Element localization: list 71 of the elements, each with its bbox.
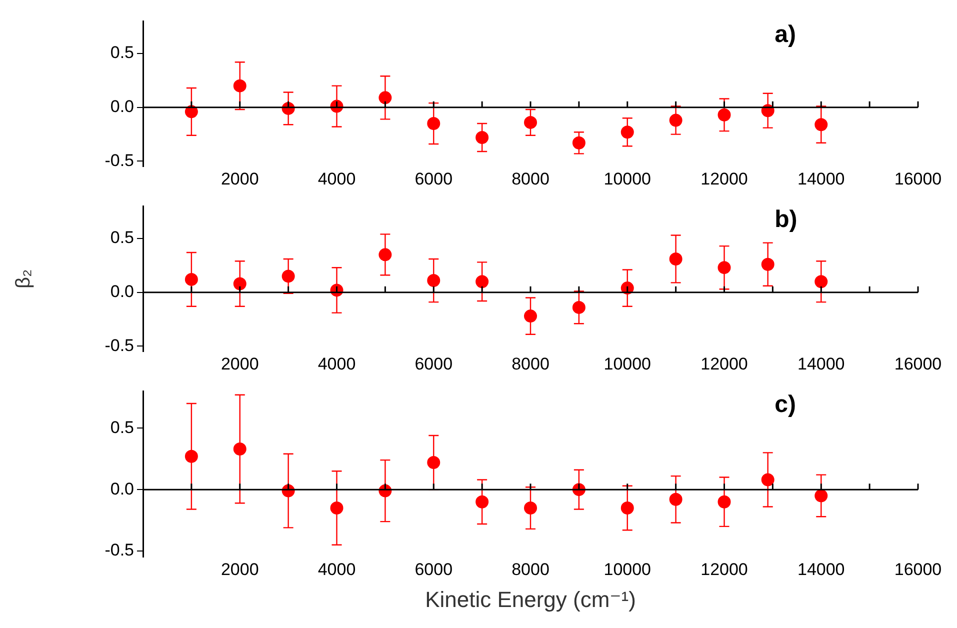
x-tick-label: 10000 bbox=[604, 354, 652, 374]
x-tick-label: 2000 bbox=[220, 354, 259, 374]
x-tick-label: 14000 bbox=[797, 169, 845, 188]
x-tick-label: 10000 bbox=[604, 169, 652, 188]
x-tick-label: 6000 bbox=[414, 169, 453, 188]
point bbox=[427, 117, 440, 130]
x-tick-label: 6000 bbox=[414, 354, 453, 374]
point bbox=[669, 114, 682, 127]
chart-title: a) bbox=[774, 20, 796, 48]
x-tick-label: 10000 bbox=[604, 560, 652, 580]
point bbox=[718, 108, 731, 122]
y-tick-label: -0.5 bbox=[104, 150, 134, 170]
point bbox=[524, 502, 537, 515]
x-tick-label: 12000 bbox=[700, 169, 748, 188]
point bbox=[718, 495, 731, 508]
x-tick-label: 4000 bbox=[318, 354, 356, 374]
point bbox=[669, 492, 682, 506]
x-tick-label: 8000 bbox=[512, 560, 550, 580]
point bbox=[761, 473, 774, 486]
point bbox=[378, 91, 392, 104]
chart-title: c) bbox=[774, 390, 796, 418]
y-tick-label: -0.5 bbox=[104, 540, 134, 560]
x-tick-label: 14000 bbox=[797, 354, 845, 374]
point bbox=[814, 489, 828, 502]
y-tick-label: 0.5 bbox=[110, 418, 134, 437]
point bbox=[476, 131, 489, 144]
point bbox=[476, 275, 489, 288]
point bbox=[814, 118, 828, 132]
x-tick-label: 6000 bbox=[414, 560, 453, 580]
point bbox=[476, 495, 489, 508]
x-tick-label: 12000 bbox=[700, 560, 748, 580]
y-tick-label: 0.0 bbox=[110, 479, 134, 498]
point bbox=[718, 261, 731, 274]
point bbox=[184, 450, 198, 463]
point bbox=[524, 310, 537, 323]
point bbox=[761, 258, 774, 271]
y-tick-label: -0.5 bbox=[104, 336, 134, 355]
x-tick-label: 16000 bbox=[894, 354, 942, 374]
point bbox=[669, 252, 682, 266]
y-axis-title: β₂ bbox=[12, 269, 35, 289]
x-tick-label: 14000 bbox=[797, 560, 845, 580]
point bbox=[233, 277, 246, 290]
point bbox=[524, 116, 537, 129]
x-tick-label: 8000 bbox=[512, 169, 550, 188]
x-tick-label: 4000 bbox=[318, 169, 356, 188]
point bbox=[184, 272, 198, 286]
point bbox=[814, 275, 828, 288]
x-tick-label: 8000 bbox=[512, 354, 550, 374]
point bbox=[572, 300, 586, 314]
x-tick-label: 16000 bbox=[894, 169, 942, 188]
y-tick-label: 0.5 bbox=[110, 43, 134, 62]
point bbox=[378, 248, 392, 262]
point bbox=[427, 456, 440, 470]
point bbox=[620, 126, 634, 139]
x-tick-label: 2000 bbox=[220, 560, 259, 580]
point bbox=[427, 274, 440, 288]
point bbox=[620, 502, 634, 515]
y-tick-label: 0.5 bbox=[110, 228, 134, 248]
x-axis-title: Kinetic Energy (cm⁻¹) bbox=[425, 586, 636, 612]
x-tick-label: 16000 bbox=[894, 560, 942, 580]
point bbox=[572, 136, 586, 150]
point bbox=[233, 79, 246, 92]
x-tick-label: 12000 bbox=[700, 354, 748, 374]
chart-title: b) bbox=[774, 206, 798, 233]
y-tick-label: 0.0 bbox=[110, 97, 134, 116]
point bbox=[330, 502, 344, 515]
y-tick-label: 0.0 bbox=[110, 282, 134, 302]
x-tick-label: 2000 bbox=[220, 169, 259, 188]
point bbox=[282, 270, 295, 283]
x-tick-label: 4000 bbox=[318, 560, 356, 580]
point bbox=[233, 442, 246, 456]
